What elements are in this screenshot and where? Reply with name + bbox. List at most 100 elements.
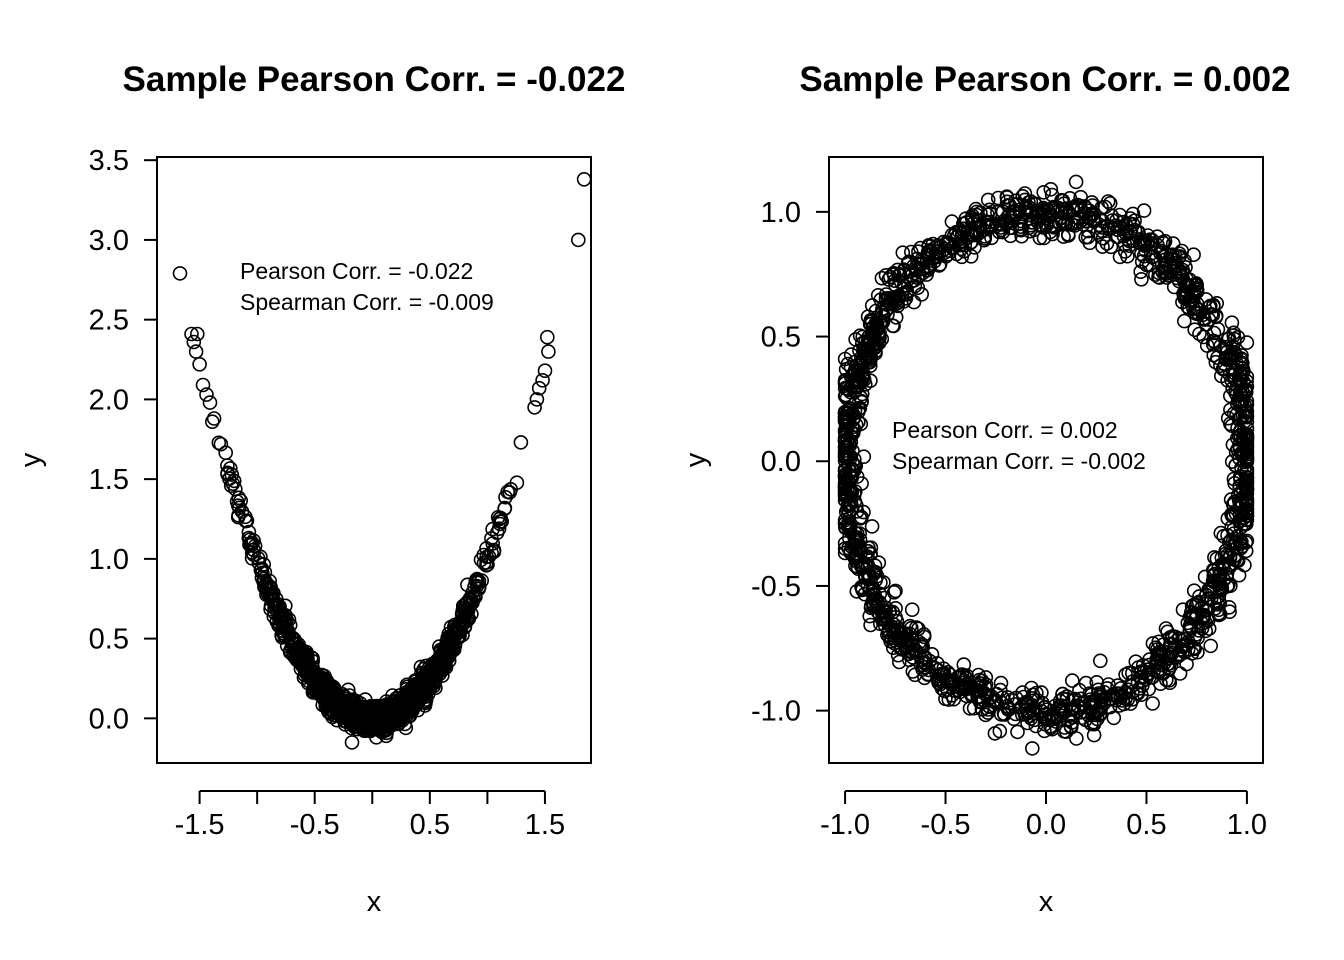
data-point (489, 525, 505, 541)
data-point (529, 392, 545, 407)
data-point (913, 240, 928, 256)
panel-right: Sample Pearson Corr. = 0.002 -1.0 -0.5 0.0… (680, 60, 1291, 918)
data-point (308, 668, 324, 684)
data-point (1115, 214, 1131, 230)
data-point (883, 633, 898, 649)
data-point (1141, 681, 1156, 697)
data-point (462, 590, 478, 606)
data-point (1029, 205, 1045, 220)
data-point (994, 222, 1009, 238)
data-point (837, 440, 853, 455)
data-point (192, 356, 207, 372)
data-point (1126, 233, 1141, 249)
data-point (244, 535, 260, 551)
data-point (1000, 698, 1015, 714)
data-point (906, 294, 922, 310)
data-point (1089, 674, 1104, 690)
data-point (841, 520, 857, 536)
data-point (1013, 222, 1029, 238)
data-point (231, 508, 246, 523)
data-point (1206, 325, 1222, 341)
data-point (492, 516, 508, 532)
data-point (980, 192, 996, 208)
data-point (1194, 616, 1210, 631)
data-point (920, 667, 936, 682)
data-point (840, 482, 855, 497)
data-point (940, 247, 956, 262)
data-point (1222, 548, 1238, 564)
data-point (854, 393, 869, 409)
data-point (316, 686, 331, 701)
data-point (973, 213, 988, 229)
data-point (856, 449, 872, 465)
data-point (1058, 201, 1074, 216)
x-tick-label: 1.5 (525, 809, 565, 841)
data-point (844, 485, 860, 500)
data-point (1203, 638, 1218, 654)
data-point (1208, 308, 1224, 324)
data-point (1133, 665, 1149, 680)
data-point (1177, 313, 1192, 329)
data-point (1223, 347, 1238, 363)
data-point (953, 241, 969, 257)
data-point (931, 675, 947, 691)
data-point (224, 467, 240, 482)
data-point (1174, 633, 1189, 649)
data-point (246, 547, 261, 563)
data-point (915, 256, 930, 271)
data-point (935, 668, 951, 683)
data-point (1103, 239, 1119, 255)
data-point (1189, 280, 1204, 296)
panel-right-pearson-annotation: Pearson Corr. = 0.002 (892, 417, 1118, 443)
data-point (471, 573, 487, 589)
data-point (1025, 741, 1040, 756)
data-point (896, 263, 912, 279)
panel-left-x-axis: -1.5 -0.5 0.5 1.5 (175, 790, 565, 841)
data-point (1015, 189, 1031, 204)
data-point (537, 363, 553, 379)
panel-right-title: Sample Pearson Corr. = 0.002 (799, 60, 1290, 99)
data-point (1013, 213, 1029, 229)
data-point (433, 658, 448, 674)
data-point (864, 519, 880, 534)
data-point (1091, 686, 1106, 701)
data-point (1117, 244, 1133, 259)
panel-right-spearman-annotation: Spearman Corr. = -0.002 (892, 448, 1146, 474)
data-point (1040, 203, 1055, 218)
panel-left-pearson-annotation: Pearson Corr. = -0.022 (240, 258, 473, 284)
data-point (1092, 705, 1108, 721)
data-point (298, 654, 314, 670)
data-point (188, 344, 204, 359)
data-point (910, 280, 926, 296)
panel-left-plot-frame (156, 156, 592, 764)
data-point (936, 661, 951, 677)
data-point (1080, 229, 1096, 245)
data-point (886, 265, 901, 281)
data-point (246, 533, 261, 548)
data-point (250, 550, 266, 566)
data-point (841, 530, 857, 546)
data-point (195, 377, 211, 393)
data-point (1239, 403, 1255, 419)
data-point (954, 225, 970, 241)
data-point (1133, 264, 1148, 280)
x-tick-label: 1.0 (1227, 809, 1267, 841)
data-point (1110, 678, 1125, 693)
data-point (1239, 470, 1255, 485)
data-point (847, 384, 863, 400)
data-point (893, 641, 909, 656)
data-point (1086, 214, 1102, 229)
data-point (413, 659, 429, 675)
data-point (223, 478, 239, 494)
data-point (1117, 237, 1133, 252)
y-tick-label: -0.5 (751, 571, 801, 603)
data-point (202, 395, 218, 410)
data-point (860, 309, 876, 325)
data-point (1221, 599, 1237, 615)
data-point (1113, 688, 1129, 703)
data-point (1194, 620, 1210, 636)
panel-left-points (172, 172, 592, 750)
data-point (1043, 718, 1058, 734)
data-point (1142, 232, 1158, 247)
data-point (1220, 578, 1235, 594)
